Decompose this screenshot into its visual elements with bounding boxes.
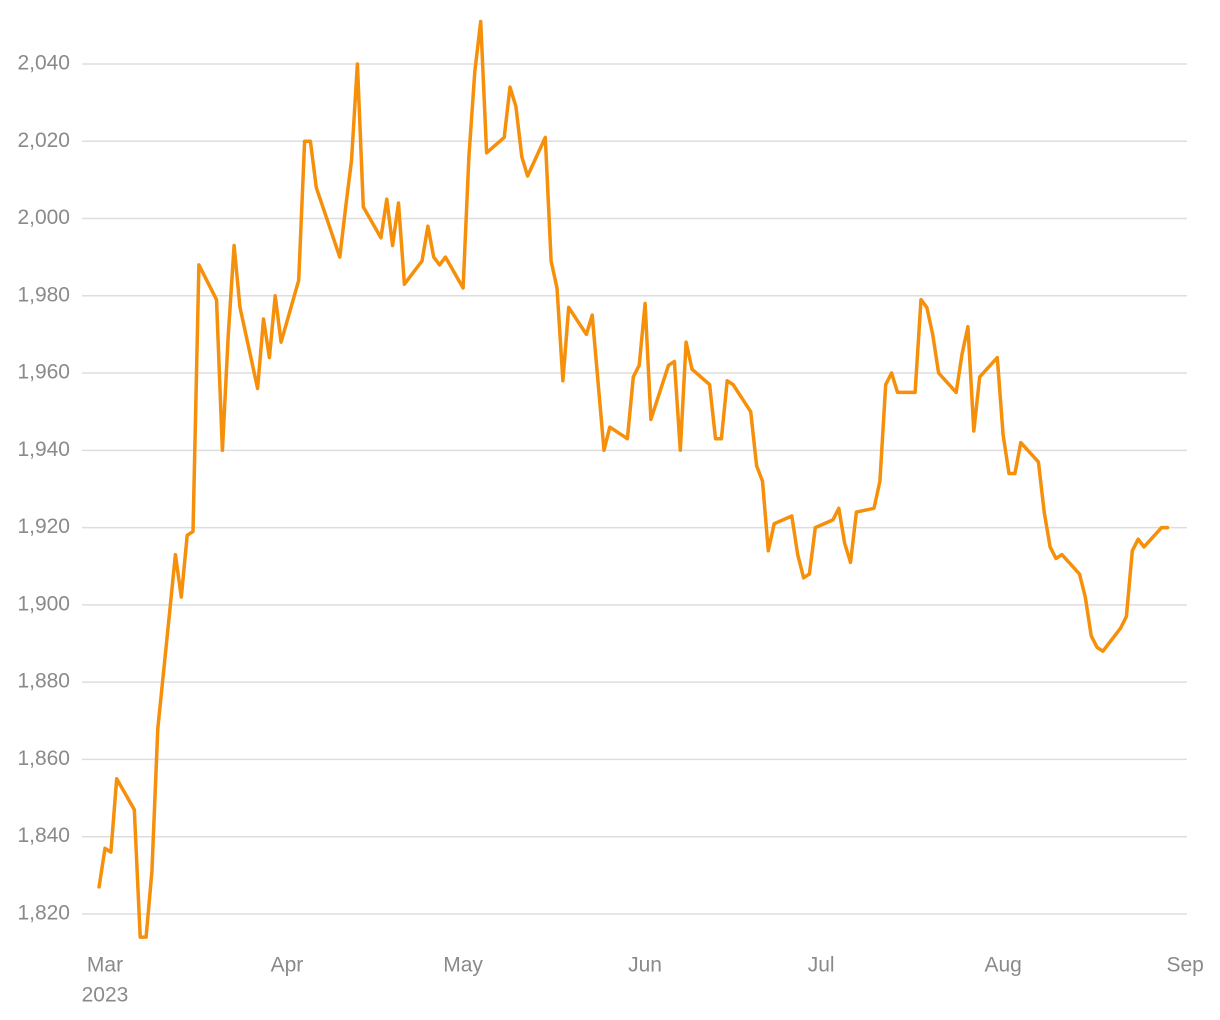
- y-tick-label: 1,900: [17, 592, 70, 615]
- x-tick-label: Mar: [87, 954, 123, 977]
- y-tick-label: 2,040: [17, 52, 70, 75]
- y-tick-label: 1,880: [17, 670, 70, 693]
- y-tick-label: 1,860: [17, 747, 70, 770]
- y-tick-label: 1,840: [17, 824, 70, 847]
- x-tick-sublabel: 2023: [82, 984, 129, 1007]
- x-tick-label: Aug: [984, 954, 1021, 977]
- y-tick-label: 2,000: [17, 206, 70, 229]
- x-tick-label: Apr: [271, 954, 304, 977]
- x-tick-label: Sep: [1166, 954, 1203, 977]
- x-tick-label: Jun: [628, 954, 662, 977]
- y-tick-label: 1,920: [17, 515, 70, 538]
- x-tick-label: Jul: [808, 954, 835, 977]
- y-tick-label: 1,820: [17, 902, 70, 925]
- y-tick-label: 1,940: [17, 438, 70, 461]
- y-tick-label: 2,020: [17, 129, 70, 152]
- price-line: [97, 19, 1170, 939]
- y-tick-label: 1,980: [17, 283, 70, 306]
- x-tick-label: May: [443, 954, 483, 977]
- y-tick-label: 1,960: [17, 361, 70, 384]
